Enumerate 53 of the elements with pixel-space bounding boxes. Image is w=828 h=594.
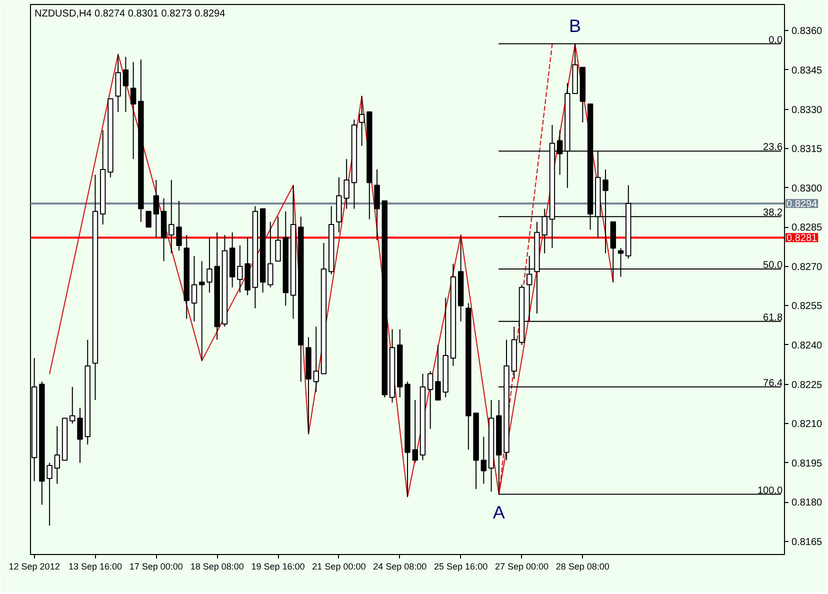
y-tick-label: 0.8225 [792,380,823,391]
y-tick-label: 0.8330 [792,104,823,116]
series-label: 38.2 [763,208,783,219]
y-tick-label: 0.8300 [792,183,823,194]
candlestick [191,255,198,322]
candlestick [427,370,434,430]
annotation: B [569,16,582,36]
y-tick-label: 0.8285 [792,222,823,234]
chart-title: NZDUSD,H4 0.8274 0.8301 0.8273 0.8294 [34,8,226,20]
candlestick [130,62,136,160]
y-tick-label: 0.8315 [792,144,823,156]
series-label: 23.6 [763,142,783,154]
candlestick [374,169,380,241]
x-tick-label: 27 Sep 00:00 [494,562,549,572]
candlestick [480,436,487,484]
y-tick-label: 0.8345 [792,65,823,76]
series-label: 50.0 [763,260,783,272]
y-tick-label: 0.8195 [792,458,823,470]
candlestick [122,56,129,112]
y-tick-label: 0.8240 [792,340,823,352]
x-tick-label: 24 Sep 08:00 [373,562,427,572]
series-label: 76.4 [763,378,783,389]
candlestick [70,386,76,424]
x-tick-label: 28 Sep 08:00 [556,562,610,572]
legend-label: 0.0 [768,34,783,46]
legend-label: 61.8 [763,312,783,324]
candlestick [199,260,205,362]
y-tick-label: 0.8255 [792,301,823,312]
x-tick-label: 19 Sep 16:00 [251,562,305,572]
candlestick [268,221,274,288]
candlestick [115,54,121,112]
x-tick-label: 21 Sep 00:00 [312,562,366,572]
y-tick-label: 0.8270 [792,262,823,273]
x-tick-label: 18 Sep 08:00 [190,562,244,572]
y-tick-label: 0.8210 [792,419,823,430]
y-tick-label: 0.8180 [792,498,823,509]
y-tick-label: 0.8165 [792,536,823,548]
annotation: A [492,502,505,522]
x-tick-label: 13 Sep 16:00 [68,562,122,572]
ref-line-label: 0.8294 [786,199,818,210]
x-tick-label: 12 Sep 2012 [8,562,60,572]
ref-line-label: 0.8281 [786,233,818,244]
x-tick-label: 17 Sep 00:00 [129,562,183,572]
candlestick [146,210,152,228]
x-tick-label: 25 Sep 16:00 [434,562,488,572]
candlestick [412,399,418,464]
candlestick [77,407,83,464]
candlestick [275,216,281,262]
y-tick-label: 0.8360 [792,26,823,38]
candlestick [54,426,60,484]
series-label: 100.0 [757,485,783,496]
candlestick [153,179,160,238]
candlestick [358,96,365,146]
